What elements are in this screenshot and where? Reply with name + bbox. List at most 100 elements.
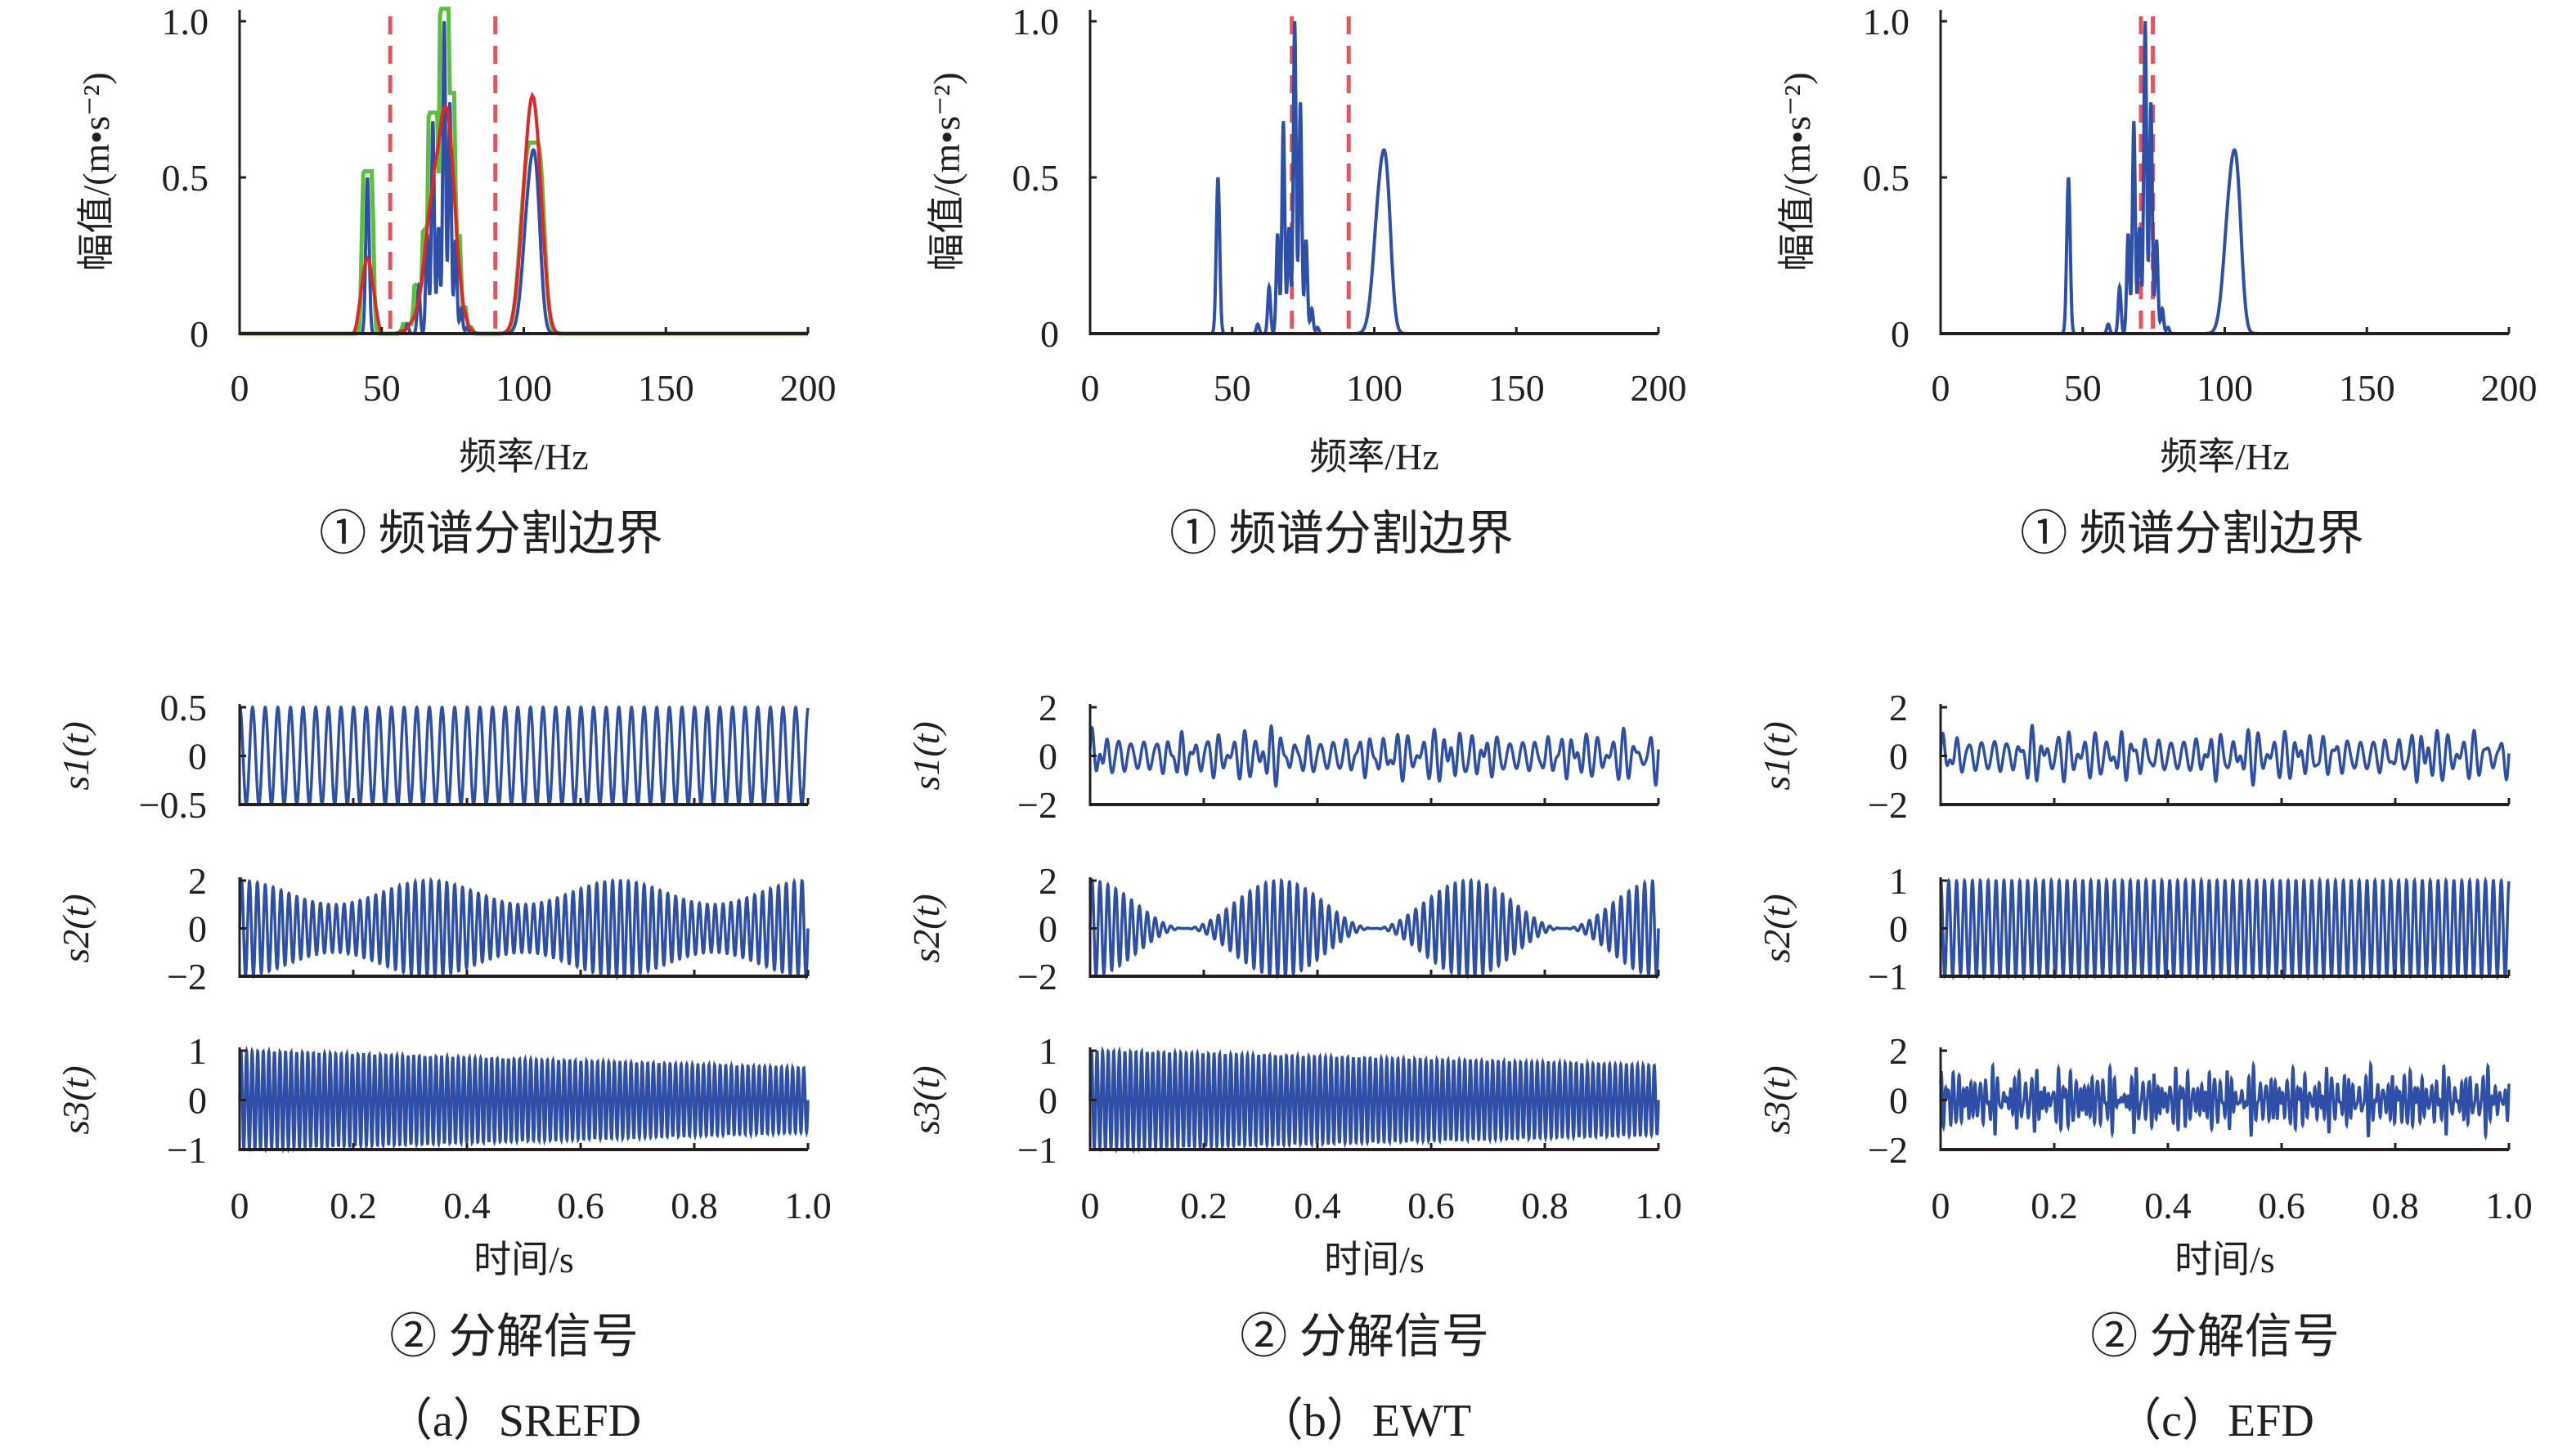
x-axis-title: 频率/Hz: [2160, 436, 2289, 477]
x-tick-label: 200: [1631, 367, 1687, 409]
y-tick-label: 1: [1039, 1030, 1057, 1072]
panel-caption: （a）SREFD: [387, 1396, 641, 1446]
spectrum-line: [1941, 20, 2509, 335]
y-tick-label: 2: [188, 860, 207, 902]
y-tick-label: −1: [1868, 956, 1908, 997]
x-tick-label: 200: [780, 367, 837, 409]
signal-line: [238, 705, 810, 807]
spectrum-plot: 0 50 100 150 200 1.0 0.5 0 幅值/(m•s⁻²) 频率/Hz ① 频谱分割…: [75, 1, 837, 560]
y-tick-label: 1: [188, 1030, 207, 1072]
signals-subtitle: ② 分解信号: [1240, 1310, 1489, 1363]
spectrum-subtitle: ① 频谱分割边界: [2020, 507, 2364, 560]
x-tick-label: 1.0: [2485, 1185, 2533, 1226]
signal-row-3: 1 0 −1 s3(t): [905, 1030, 1660, 1171]
y-tick-label: −2: [167, 956, 207, 997]
x-tick-label: 0: [1081, 367, 1100, 409]
y-tick-label: 0.5: [160, 687, 208, 728]
spectrum-subtitle: ① 频谱分割边界: [319, 507, 663, 560]
x-tick-label: 100: [1346, 367, 1402, 409]
signals-subtitle: ② 分解信号: [2090, 1310, 2340, 1363]
x-tick-label: 1.0: [1635, 1185, 1682, 1226]
x-tick-label: 0.8: [671, 1185, 718, 1226]
y-tick-label: −0.5: [139, 784, 207, 826]
y-tick-label: 2: [1039, 687, 1057, 728]
y-axis-title: 幅值/(m•s⁻²): [1776, 72, 1818, 271]
y-tick-label: −2: [1868, 1129, 1908, 1171]
y-tick-label: 0: [1889, 736, 1908, 778]
x-axis-title: 时间/s: [473, 1239, 574, 1280]
x-tick-label: 200: [2481, 367, 2538, 409]
signals-subtitle: ② 分解信号: [389, 1310, 639, 1363]
x-tick-label: 150: [2339, 367, 2395, 409]
x-tick-label: 1.0: [784, 1185, 832, 1226]
signal-row-1: 2 0 −2 s1(t): [1756, 687, 2511, 826]
y-tick-label: −2: [1017, 784, 1057, 826]
y-tick-label: 1: [1889, 860, 1908, 902]
y-tick-label: 0: [1891, 313, 1910, 355]
x-tick-label: 0.4: [2144, 1185, 2192, 1226]
signal-label: s2(t): [905, 894, 947, 962]
x-tick-label: 0.4: [443, 1185, 491, 1226]
y-tick-label: 1.0: [1012, 1, 1060, 43]
x-tick-label: 50: [2064, 367, 2102, 409]
signal-label: s3(t): [905, 1065, 947, 1134]
x-tick-label: 100: [2197, 367, 2253, 409]
y-tick-label: 0: [188, 736, 207, 778]
y-tick-label: 0: [1039, 1080, 1057, 1122]
x-axis-title: 频率/Hz: [459, 436, 588, 477]
x-tick-label: 0.2: [1180, 1185, 1227, 1226]
y-tick-label: −2: [1868, 784, 1908, 826]
signal-line: [1088, 1045, 1660, 1154]
signal-line: [1088, 877, 1660, 980]
y-tick-label: 0: [1889, 908, 1908, 950]
signal-line: [1939, 876, 2511, 981]
y-axis-title: 幅值/(m•s⁻²): [926, 72, 967, 271]
x-tick-label: 0: [1932, 1185, 1950, 1226]
signal-row-2: 2 0 −2 s2(t): [55, 860, 810, 997]
x-axis-title: 时间/s: [2174, 1239, 2275, 1280]
signal-line: [238, 1045, 810, 1154]
y-tick-label: −1: [1017, 1129, 1057, 1171]
signal-line: [1939, 1059, 2511, 1141]
panel-caption: （b）EWT: [1258, 1396, 1471, 1446]
spectrum-plot: 0 50 100 150 200 1.0 0.5 0 幅值/(m•s⁻²) 频率/Hz ① 频谱分割…: [1776, 1, 2538, 560]
spectrum-subtitle: ① 频谱分割边界: [1169, 507, 1514, 560]
signal-label: s3(t): [1756, 1065, 1797, 1134]
y-tick-label: 1.0: [1863, 1, 1910, 43]
y-tick-label: 0: [1889, 1080, 1908, 1122]
y-tick-label: 1.0: [162, 1, 209, 43]
signal-line: [1939, 724, 2511, 787]
y-tick-label: 0.5: [162, 157, 209, 199]
signal-label: s3(t): [55, 1065, 96, 1134]
y-tick-label: 2: [1039, 860, 1057, 902]
x-axis-title: 时间/s: [1324, 1239, 1425, 1280]
x-tick-label: 0.4: [1294, 1185, 1341, 1226]
x-tick-label: 0.2: [330, 1185, 377, 1226]
signal-label: s1(t): [55, 721, 96, 790]
y-tick-label: 0: [1040, 313, 1059, 355]
x-tick-label: 0.6: [1407, 1185, 1455, 1226]
spectrum-line: [1090, 20, 1658, 335]
signal-row-1: 2 0 −2 s1(t): [905, 687, 1660, 826]
red-envelope-line: [240, 92, 808, 335]
signal-label: s1(t): [1756, 721, 1797, 790]
x-tick-label: 50: [363, 367, 401, 409]
signal-label: s1(t): [905, 721, 947, 790]
x-tick-label: 0.6: [557, 1185, 604, 1226]
signal-row-3: 2 0 −2 s3(t): [1756, 1030, 2511, 1171]
y-tick-label: 2: [1889, 1030, 1908, 1072]
x-tick-label: 0: [1932, 367, 1950, 409]
x-tick-label: 0: [231, 1185, 249, 1226]
signal-label: s2(t): [55, 894, 96, 962]
signal-row-3: 1 0 −1 s3(t): [55, 1030, 810, 1171]
y-tick-label: 0: [188, 1080, 207, 1122]
x-tick-label: 150: [1488, 367, 1545, 409]
x-axis-title: 频率/Hz: [1309, 436, 1438, 477]
y-tick-label: 0: [188, 908, 207, 950]
panel-caption: （c）EFD: [2116, 1396, 2314, 1446]
x-tick-label: 50: [1214, 367, 1251, 409]
signal-label: s2(t): [1756, 894, 1797, 962]
x-tick-label: 0.8: [1521, 1185, 1568, 1226]
